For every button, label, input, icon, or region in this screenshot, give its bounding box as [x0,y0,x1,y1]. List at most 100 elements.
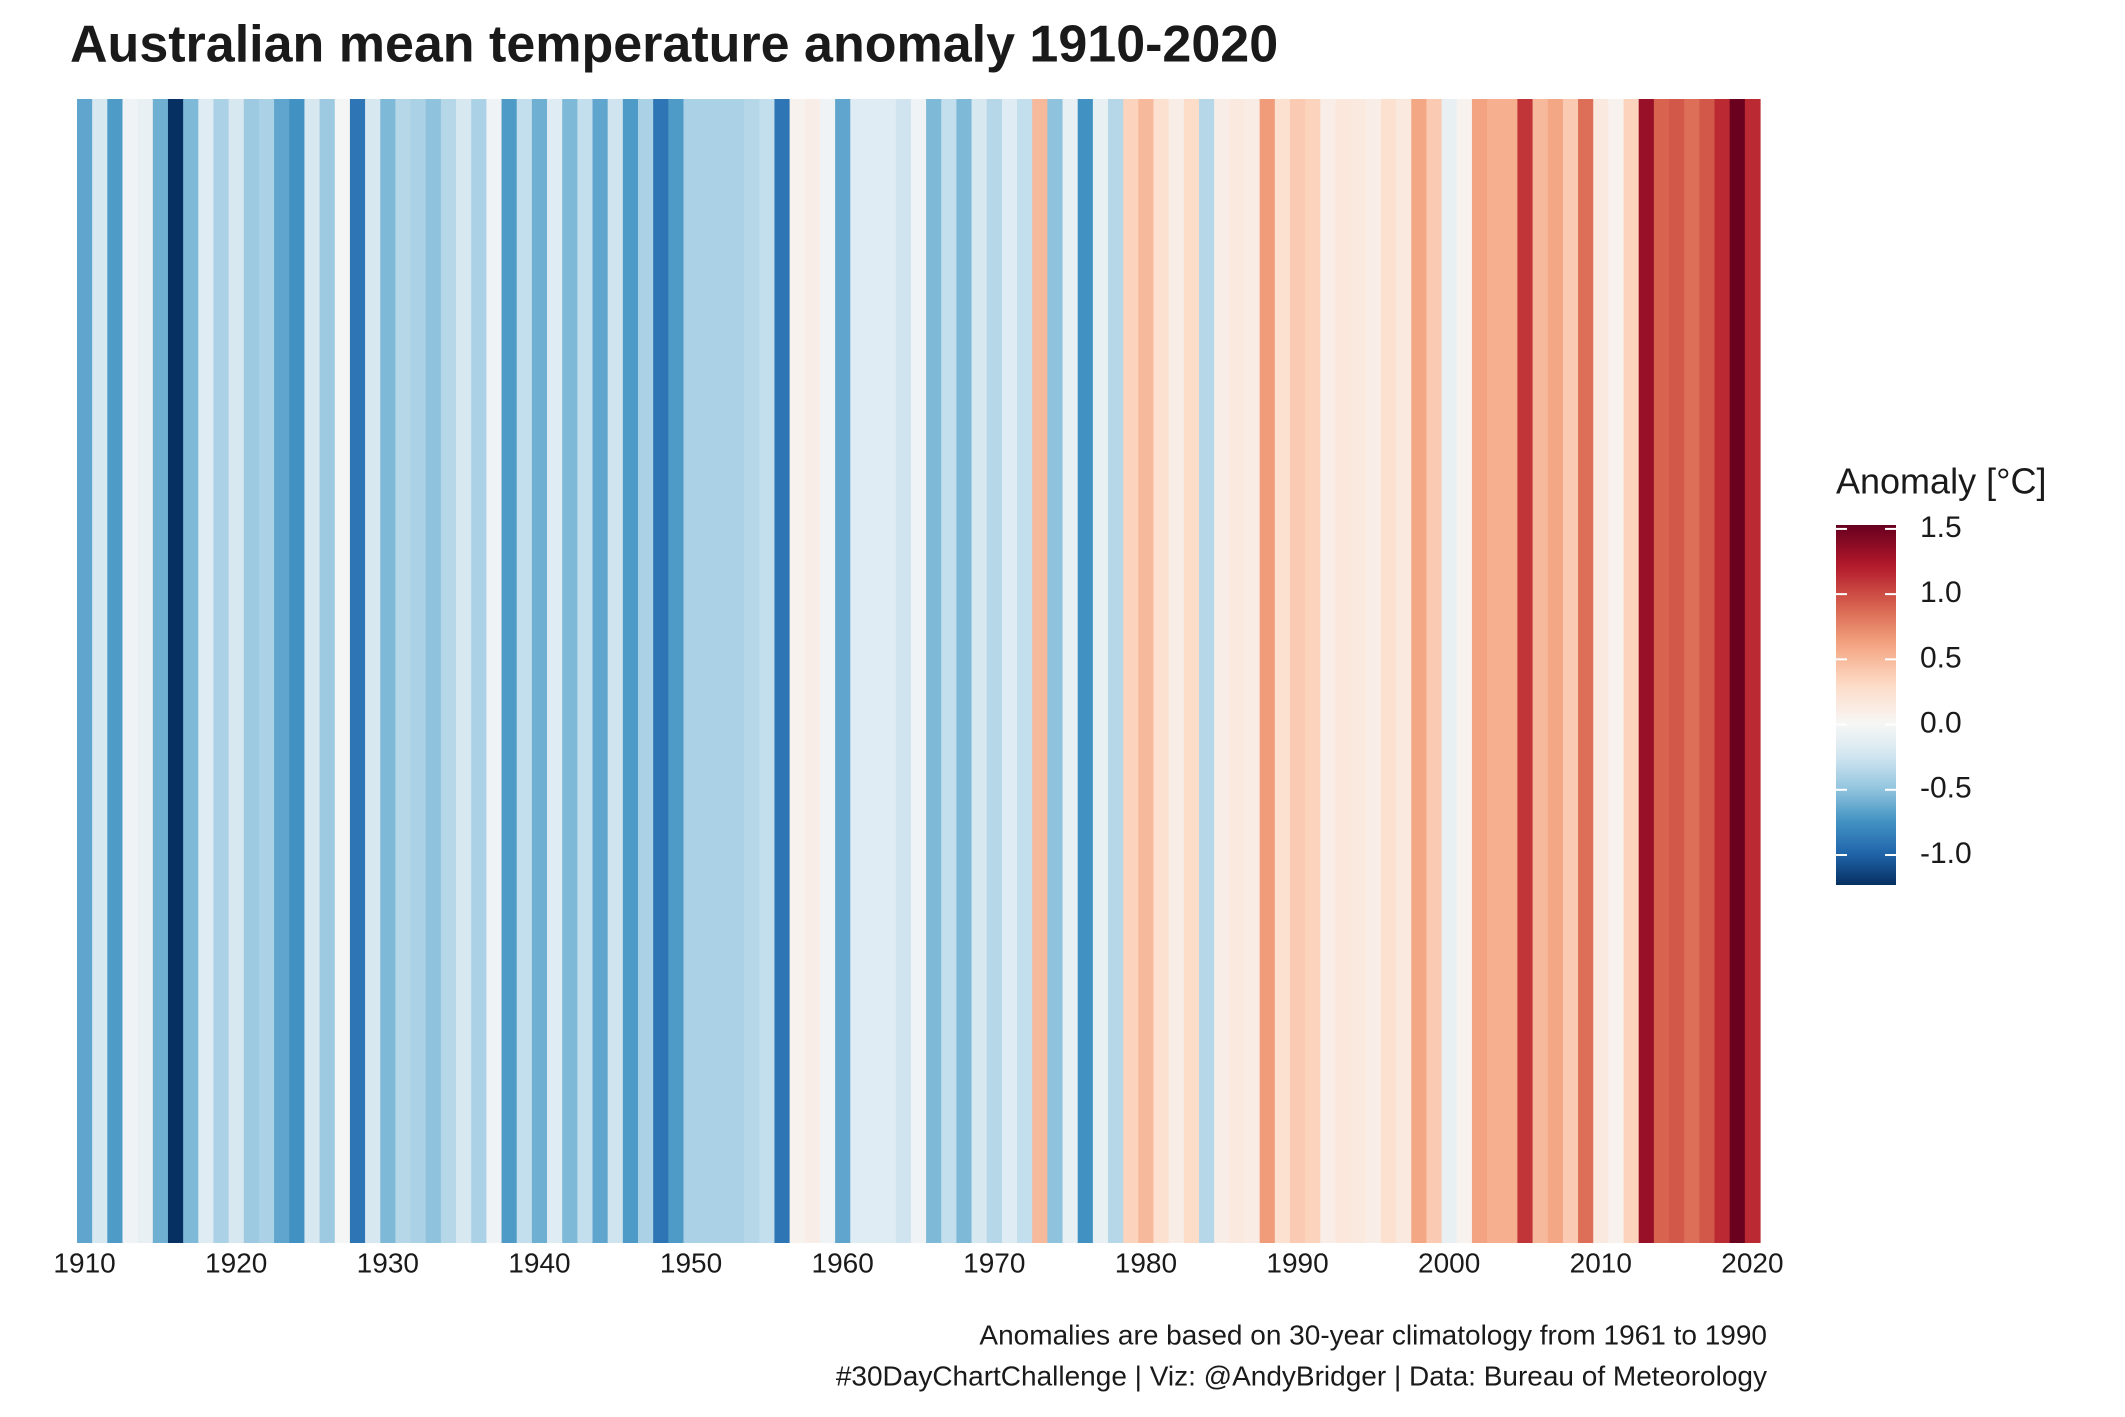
stripe [728,99,745,1243]
stripe [152,99,169,1243]
stripe [213,99,230,1243]
stripe [713,99,730,1243]
stripe [1699,99,1716,1243]
stripe [137,99,154,1243]
x-tick-label: 1940 [508,1247,570,1278]
x-tick-label: 1910 [53,1247,115,1278]
stripe [653,99,669,1243]
stripe [410,99,427,1243]
stripe [319,99,336,1243]
stripe [1517,99,1534,1243]
stripe [819,99,836,1243]
x-tick-label: 1920 [205,1247,267,1278]
stripe [1532,99,1549,1243]
stripe [638,99,654,1243]
stripe [1562,99,1579,1243]
stripe [334,99,351,1243]
stripe [1183,99,1200,1243]
stripe [562,99,578,1243]
stripe [622,99,639,1243]
stripe [486,99,503,1243]
stripe [122,99,139,1243]
stripe [941,99,958,1243]
stripe [759,99,776,1243]
stripe [304,99,321,1243]
stripe [1684,99,1700,1243]
stripe [1456,99,1473,1243]
stripe [1487,99,1503,1243]
stripe [592,99,609,1243]
stripe [1214,99,1230,1243]
stripe [289,99,306,1243]
stripe [1289,99,1306,1243]
stripe [1608,99,1625,1243]
stripe [1396,99,1412,1243]
stripe [956,99,973,1243]
stripe [1320,99,1337,1243]
x-tick-label: 1950 [660,1247,722,1278]
stripe [501,99,518,1243]
stripe [92,99,108,1243]
stripe [865,99,882,1243]
stripe [1669,99,1685,1243]
stripe [1001,99,1018,1243]
stripe [228,99,245,1243]
stripe [1274,99,1291,1243]
stripe [107,99,124,1243]
stripe [698,99,715,1243]
stripe [440,99,457,1243]
stripe [744,99,760,1243]
stripe [850,99,867,1243]
stripe [365,99,381,1243]
stripe [1441,99,1458,1243]
legend-title: Anomaly [°C] [1836,461,2046,502]
stripe [774,99,791,1243]
stripe [1062,99,1079,1243]
x-tick-label: 1930 [357,1247,419,1278]
stripe [1638,99,1655,1243]
stripe [1032,99,1048,1243]
stripe [926,99,942,1243]
stripe [1168,99,1185,1243]
stripe [1547,99,1564,1243]
colorbar-tick-label: -0.5 [1920,772,1972,805]
x-tick-label: 2020 [1721,1247,1783,1278]
x-tick-label: 1990 [1266,1247,1328,1278]
stripe [1335,99,1352,1243]
stripe [1623,99,1640,1243]
stripe [910,99,927,1243]
stripe [1077,99,1094,1243]
stripe [395,99,412,1243]
stripe [1350,99,1367,1243]
stripe [258,99,275,1243]
stripe [1199,99,1215,1243]
stripe [789,99,806,1243]
stripe [804,99,821,1243]
stripe [1471,99,1488,1243]
stripe [1123,99,1139,1243]
stripe [380,99,397,1243]
colorbar-tick-label: 1.0 [1920,576,1962,609]
x-tick-label: 1980 [1115,1247,1177,1278]
x-tick-label: 2000 [1418,1247,1480,1278]
stripe [1593,99,1609,1243]
stripe [1578,99,1594,1243]
colorbar-tick-label: 0.0 [1920,706,1962,739]
colorbar-tick-label: 1.5 [1920,511,1962,544]
stripe [77,99,93,1243]
stripe [1365,99,1382,1243]
x-tick-label: 2010 [1570,1247,1632,1278]
caption: #30DayChartChallenge | Viz: @AndyBridger… [836,1360,1767,1391]
caption: Anomalies are based on 30-year climatolo… [979,1319,1767,1350]
stripe [880,99,897,1243]
stripe [471,99,487,1243]
stripe [167,99,184,1243]
stripe [668,99,685,1243]
stripe [835,99,851,1243]
stripe [1047,99,1064,1243]
stripe [349,99,366,1243]
stripe [531,99,548,1243]
stripe [1108,99,1124,1243]
stripe [895,99,912,1243]
